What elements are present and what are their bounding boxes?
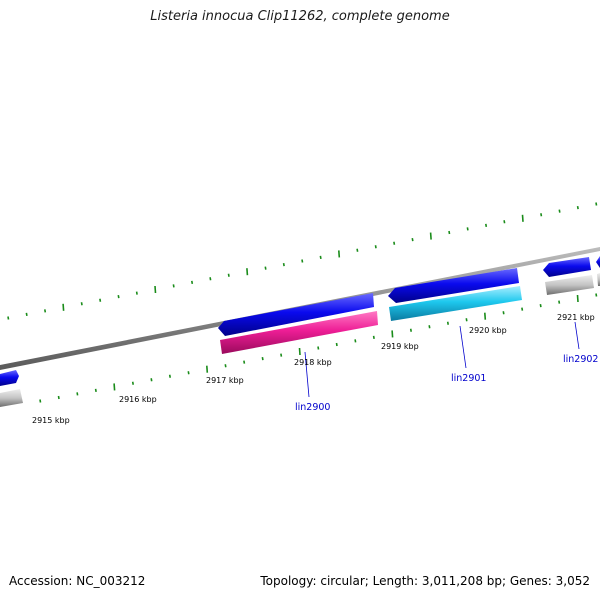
outer-tick-minor xyxy=(135,291,138,295)
outer-tick-minor xyxy=(172,284,175,288)
cds-forward-2[interactable] xyxy=(218,293,374,336)
outer-tick-minor xyxy=(393,241,396,245)
cds-forward-3[interactable] xyxy=(388,268,519,303)
inner-tick-minor xyxy=(595,293,598,297)
scale-label-2919: 2919 kbp xyxy=(381,342,419,351)
inner-tick-minor xyxy=(558,300,561,304)
outer-tick-ring xyxy=(7,202,598,320)
genome-summary-text: Topology: circular; Length: 3,011,208 bp… xyxy=(260,574,590,588)
inner-tick-minor xyxy=(57,395,60,400)
lin2901-leader xyxy=(459,325,467,369)
inner-tick-minor xyxy=(168,374,171,378)
lin2902-leader xyxy=(574,321,580,350)
outer-tick-minor xyxy=(264,266,267,270)
inner-tick-minor xyxy=(187,371,190,375)
inner-tick-minor xyxy=(131,381,134,385)
inner-tick-major xyxy=(113,383,116,391)
outer-tick-minor xyxy=(466,227,469,231)
outer-tick-minor xyxy=(448,230,451,235)
inner-tick-minor xyxy=(76,392,79,396)
map-title: Listeria innocua Clip11262, complete gen… xyxy=(150,9,450,24)
cds-lin2900[interactable] xyxy=(220,311,378,354)
cds-forward-1[interactable] xyxy=(0,370,19,386)
outer-tick-minor xyxy=(558,209,561,213)
outer-tick-major xyxy=(154,285,157,294)
inner-tick-minor xyxy=(280,353,283,357)
accession-text: Accession: NC_003212 xyxy=(9,574,146,588)
inner-tick-major xyxy=(576,294,579,303)
outer-tick-minor xyxy=(503,220,506,224)
outer-tick-minor xyxy=(411,237,414,242)
outer-tick-major xyxy=(521,214,524,222)
outer-tick-minor xyxy=(356,248,359,252)
cds-lin2902[interactable] xyxy=(545,275,594,295)
inner-tick-minor xyxy=(39,399,42,403)
inner-tick-minor xyxy=(539,303,542,308)
outer-tick-minor xyxy=(227,273,230,277)
inner-tick-minor xyxy=(354,339,357,343)
inner-tick-minor xyxy=(94,388,97,393)
outer-tick-minor xyxy=(191,280,194,285)
scale-label-2918: 2918 kbp xyxy=(294,358,332,367)
outer-tick-minor xyxy=(117,294,120,299)
scale-label-2917: 2917 kbp xyxy=(206,376,244,385)
outer-tick-major xyxy=(62,303,65,311)
outer-tick-minor xyxy=(485,223,488,228)
lin2900-leader xyxy=(304,351,310,398)
outer-tick-minor xyxy=(44,309,47,313)
inner-tick-major xyxy=(206,365,209,373)
cds-forward-5[interactable] xyxy=(596,256,600,268)
inner-tick-ring xyxy=(39,293,598,403)
outer-tick-minor xyxy=(282,262,285,267)
outer-tick-minor xyxy=(99,298,102,302)
inner-tick-major xyxy=(298,347,301,356)
outer-tick-minor xyxy=(595,202,598,206)
inner-tick-minor xyxy=(446,321,449,325)
cds-gray-1[interactable] xyxy=(0,389,23,407)
cds-lin2901[interactable] xyxy=(389,286,522,321)
outer-tick-minor xyxy=(209,277,212,281)
gene-label-lin2901[interactable]: lin2901 xyxy=(451,373,486,384)
inner-tick-major xyxy=(484,312,487,320)
inner-tick-minor xyxy=(335,342,338,347)
outer-tick-major xyxy=(246,268,249,276)
inner-tick-major xyxy=(391,330,394,338)
scale-label-2916: 2916 kbp xyxy=(119,395,157,404)
inner-tick-minor xyxy=(261,356,264,361)
outer-tick-minor xyxy=(80,302,83,306)
outer-tick-minor xyxy=(7,316,10,320)
inner-tick-minor xyxy=(317,346,320,350)
scale-label-2920: 2920 kbp xyxy=(469,326,507,335)
inner-tick-minor xyxy=(372,335,375,340)
outer-tick-minor xyxy=(301,259,304,263)
outer-tick-minor xyxy=(25,312,28,317)
scale-label-2921: 2921 kbp xyxy=(557,313,595,322)
cds-forward-4[interactable] xyxy=(543,257,591,277)
outer-tick-minor xyxy=(374,245,377,249)
inner-tick-minor xyxy=(521,307,524,311)
inner-tick-minor xyxy=(243,360,246,364)
inner-tick-minor xyxy=(409,328,412,332)
outer-tick-minor xyxy=(540,213,543,217)
inner-tick-minor xyxy=(502,311,505,315)
outer-tick-minor xyxy=(319,255,322,260)
inner-tick-minor xyxy=(150,378,153,382)
outer-tick-minor xyxy=(576,205,579,210)
inner-tick-minor xyxy=(224,364,227,368)
outer-tick-major xyxy=(429,232,432,240)
scale-label-2915: 2915 kbp xyxy=(32,416,70,425)
gene-label-lin2902[interactable]: lin2902 xyxy=(563,354,598,365)
inner-tick-minor xyxy=(428,325,431,329)
cds-gray-3[interactable] xyxy=(597,273,600,286)
inner-tick-minor xyxy=(465,318,468,322)
outer-tick-major xyxy=(338,250,341,258)
gene-label-lin2900[interactable]: lin2900 xyxy=(295,402,330,413)
